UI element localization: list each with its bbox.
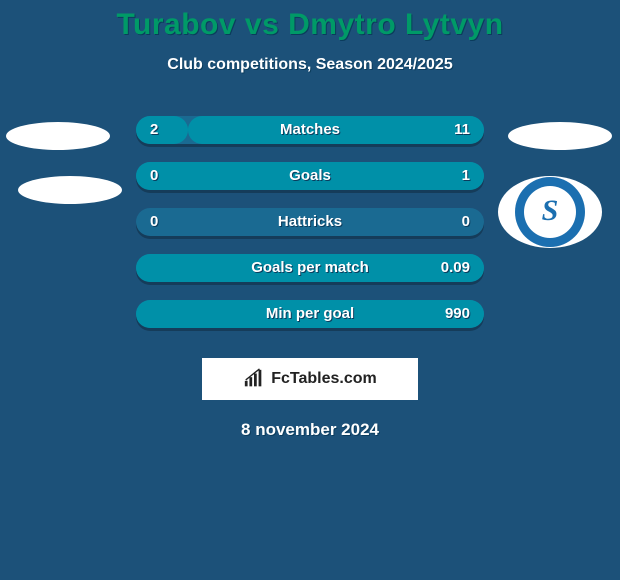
vs-separator: vs — [245, 8, 279, 41]
stat-row: 0 Hattricks 0 — [0, 208, 620, 254]
stat-value-right: 0 — [462, 208, 470, 236]
stat-value-right: 990 — [445, 300, 470, 328]
stat-bar-goals: 0 Goals 1 — [136, 162, 484, 190]
chart-icon — [243, 368, 265, 390]
stat-bar-matches: 2 Matches 11 — [136, 116, 484, 144]
stat-row: 0 Goals 1 — [0, 162, 620, 208]
stat-bar-goals-per-match: Goals per match 0.09 — [136, 254, 484, 282]
player2-name: Dmytro Lytvyn — [288, 8, 503, 41]
stat-label: Min per goal — [136, 300, 484, 328]
stat-label: Goals per match — [136, 254, 484, 282]
brand-box[interactable]: FcTables.com — [202, 358, 418, 400]
stat-row: Goals per match 0.09 — [0, 254, 620, 300]
stat-row: 2 Matches 11 — [0, 116, 620, 162]
stats-panel: 2 Matches 11 0 Goals 1 0 Hattricks 0 Goa… — [0, 116, 620, 346]
brand-label: FcTables.com — [271, 370, 377, 388]
stat-value-right: 1 — [462, 162, 470, 190]
player1-name: Turabov — [116, 8, 236, 41]
stat-label: Hattricks — [136, 208, 484, 236]
stat-bar-hattricks: 0 Hattricks 0 — [136, 208, 484, 236]
stat-row: Min per goal 990 — [0, 300, 620, 346]
stat-label: Goals — [136, 162, 484, 190]
subtitle: Club competitions, Season 2024/2025 — [0, 56, 620, 74]
stat-value-right: 0.09 — [441, 254, 470, 282]
comparison-title: Turabov vs Dmytro Lytvyn — [0, 0, 620, 42]
stat-bar-min-per-goal: Min per goal 990 — [136, 300, 484, 328]
date-label: 8 november 2024 — [0, 420, 620, 440]
stat-label: Matches — [136, 116, 484, 144]
stat-value-right: 11 — [454, 116, 470, 144]
